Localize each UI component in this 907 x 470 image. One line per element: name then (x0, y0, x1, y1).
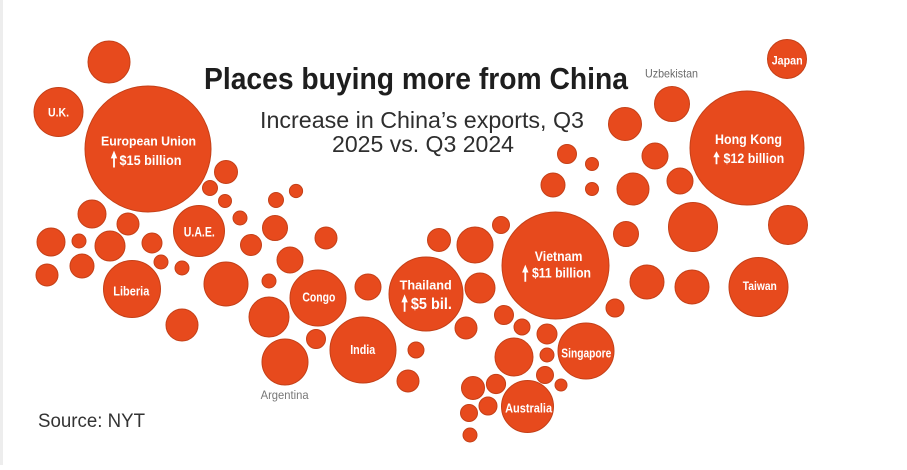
svg-text:Liberia: Liberia (113, 284, 150, 299)
svg-text:Japan: Japan (772, 54, 803, 68)
svg-text:Places buying more from China: Places buying more from China (204, 61, 629, 96)
svg-text:Vietnam: Vietnam (535, 248, 583, 264)
svg-text:Thailand: Thailand (400, 278, 452, 292)
svg-text:Taiwan: Taiwan (743, 279, 777, 293)
svg-text:Source: NYT: Source: NYT (38, 410, 145, 432)
svg-text:Argentina: Argentina (261, 388, 309, 402)
svg-text:$15 billion: $15 billion (120, 152, 182, 168)
svg-text:U.K.: U.K. (48, 106, 69, 120)
svg-text:Uzbekistan: Uzbekistan (645, 67, 698, 81)
svg-text:Singapore: Singapore (561, 346, 611, 361)
svg-text:U.A.E.: U.A.E. (184, 225, 215, 240)
svg-text:Increase in China’s exports, Q: Increase in China’s exports, Q3 (260, 107, 584, 133)
svg-text:Hong Kong: Hong Kong (715, 132, 782, 147)
svg-text:2025 vs. Q3 2024: 2025 vs. Q3 2024 (332, 131, 514, 157)
svg-text:$12 billion: $12 billion (724, 151, 785, 166)
svg-text:India: India (350, 343, 376, 357)
svg-text:European Union: European Union (101, 134, 196, 149)
svg-text:Congo: Congo (302, 290, 335, 304)
svg-text:Australia: Australia (505, 402, 553, 416)
svg-text:$5 bil.: $5 bil. (411, 296, 452, 313)
svg-text:$11 billion: $11 billion (532, 264, 591, 280)
